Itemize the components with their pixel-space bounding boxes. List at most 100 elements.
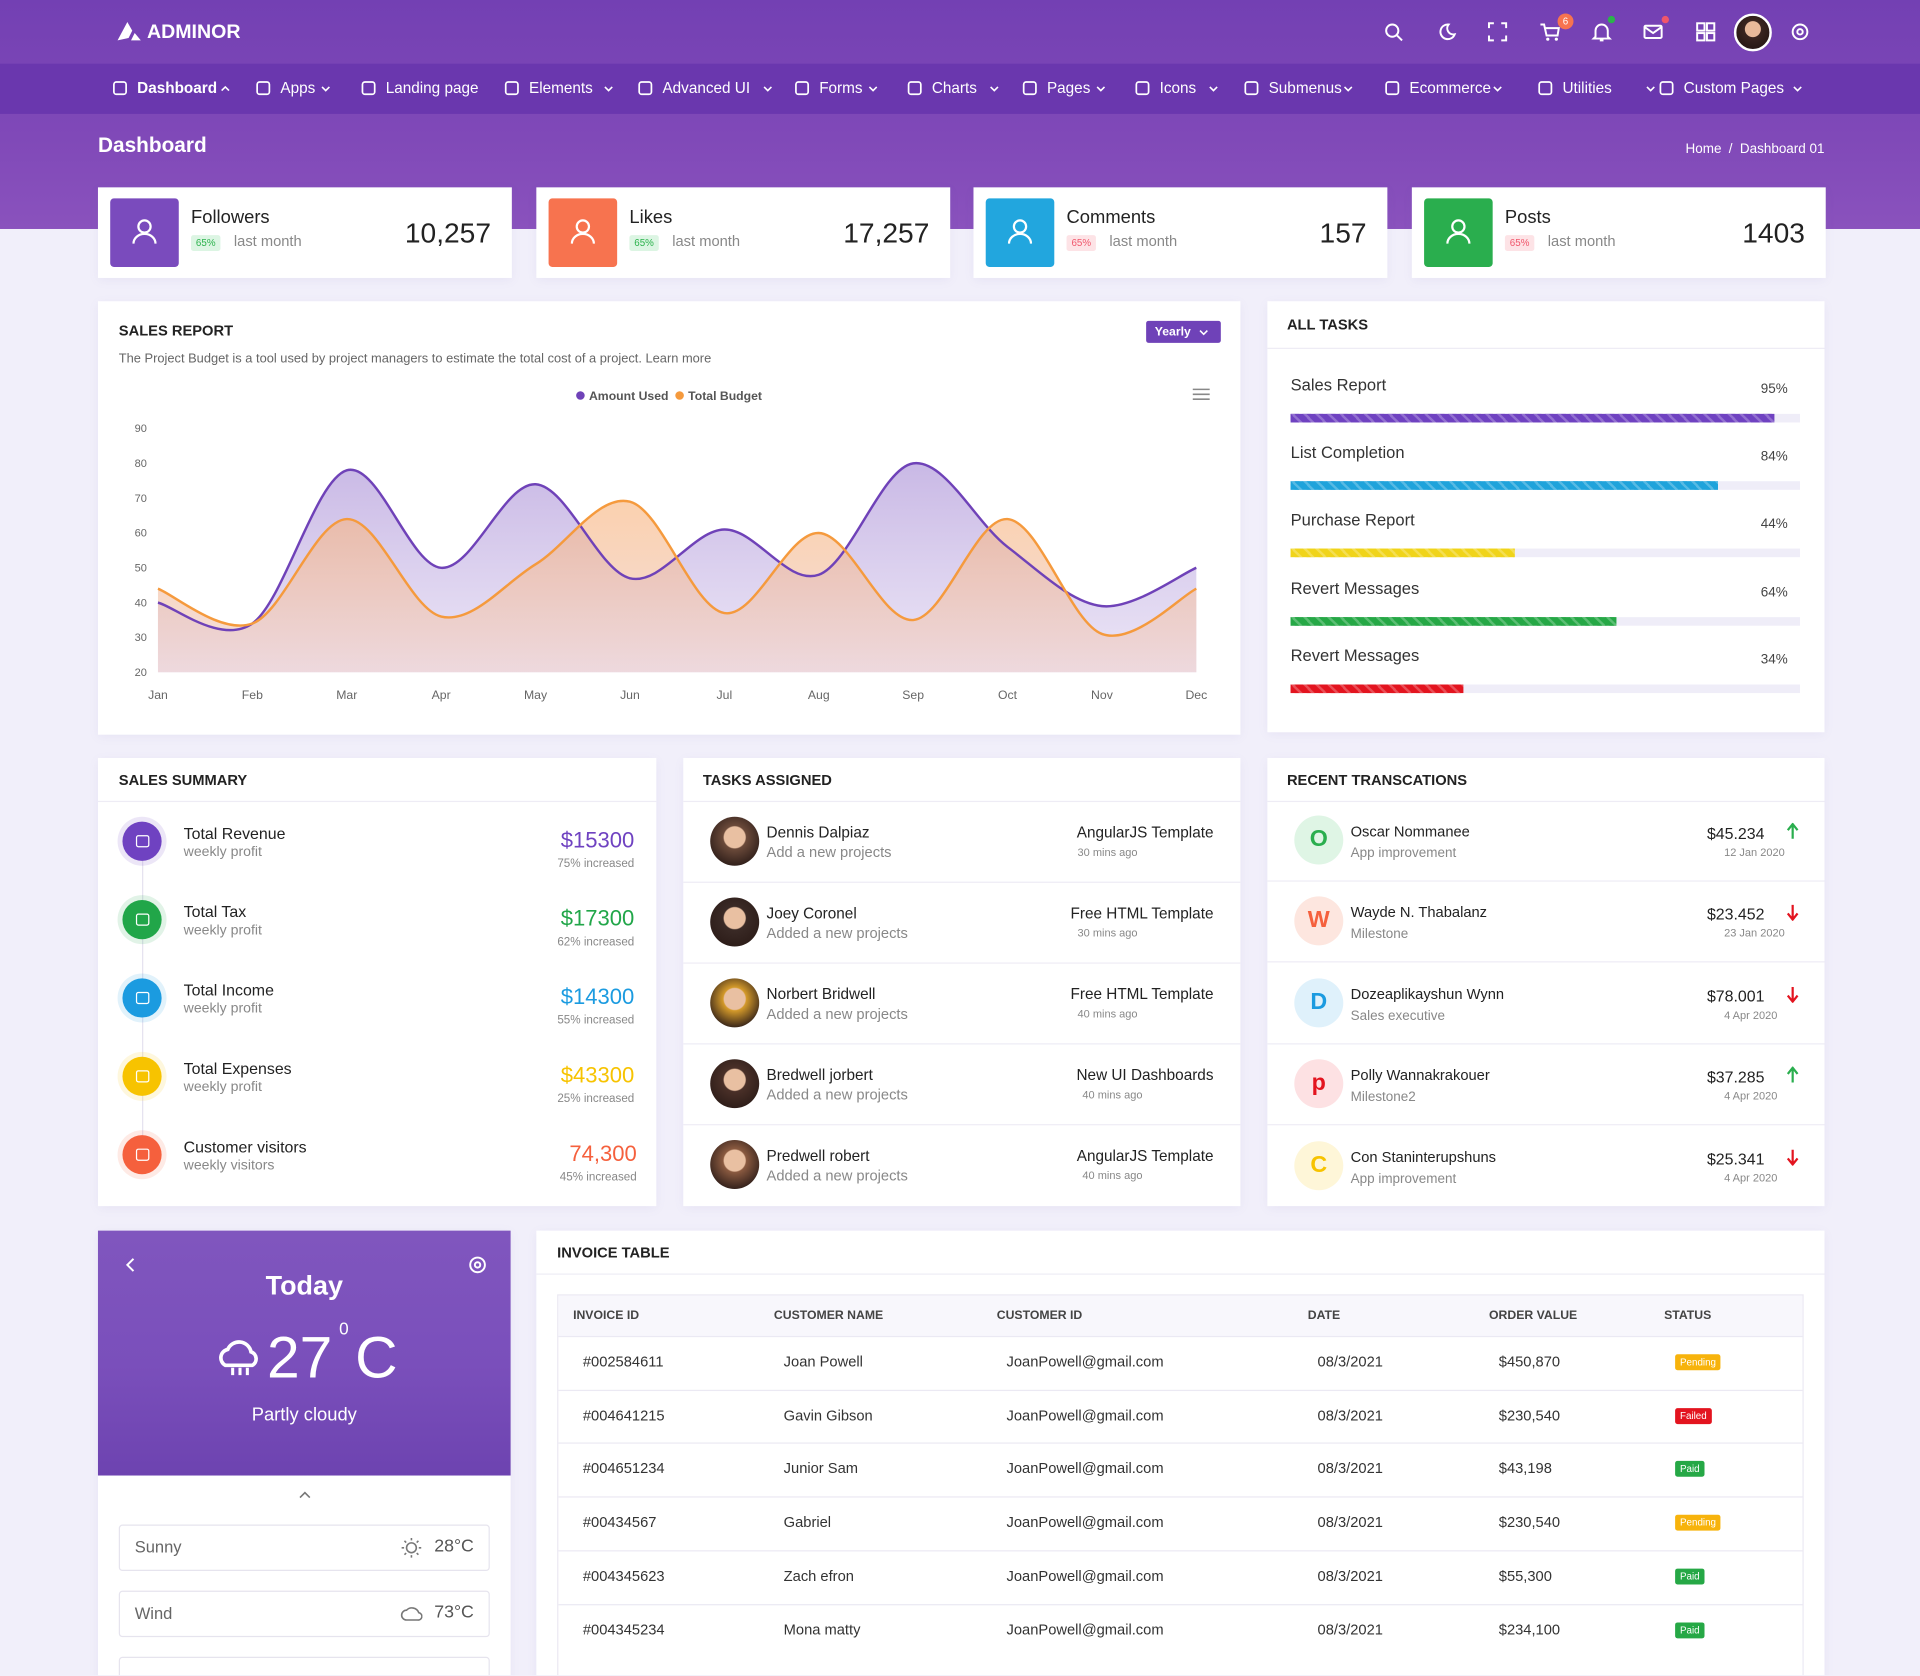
- row-divider: [683, 1043, 1241, 1045]
- assignee-name: Norbert Bridwell: [766, 985, 876, 1003]
- nav-item[interactable]: Advanced UI: [662, 79, 751, 97]
- transaction-sub: Sales executive: [1350, 1008, 1445, 1024]
- summary-name: Total Expenses: [183, 1059, 292, 1078]
- breadcrumb-item[interactable]: Home: [1685, 142, 1722, 157]
- stat-period: last month: [672, 232, 741, 250]
- stat-badge: 65%: [1504, 235, 1535, 252]
- summary-sub: weekly profit: [183, 923, 262, 938]
- nav-chevron: [604, 86, 613, 92]
- table-cell: $230,540: [1498, 1406, 1561, 1424]
- table-cell: 08/3/2021: [1317, 1513, 1383, 1531]
- y-tick-label: 30: [135, 632, 147, 644]
- button-chevron: [1199, 330, 1208, 336]
- stat-card: Followers 65% last month 10,257: [97, 187, 512, 278]
- nav-item[interactable]: Pages: [1046, 79, 1091, 97]
- nav-item[interactable]: Custom Pages: [1683, 79, 1785, 97]
- nav-icon: [1244, 81, 1259, 96]
- nav-chevron: [321, 86, 330, 92]
- mail-dot: [1661, 15, 1669, 24]
- x-tick-label: Apr: [432, 688, 451, 702]
- table-cell: Gabriel: [783, 1513, 832, 1531]
- column-header: CUSTOMER NAME: [773, 1308, 884, 1323]
- nav-item[interactable]: Forms: [819, 79, 863, 97]
- table-cell: JoanPowell@gmail.com: [1006, 1406, 1164, 1424]
- task-name: Revert Messages: [1290, 646, 1420, 665]
- summary-icon: [122, 978, 162, 1018]
- card-title: RECENT TRANSCATIONS: [1286, 771, 1468, 789]
- status-badge: Pending: [1675, 1354, 1721, 1371]
- user-avatar: [710, 897, 760, 947]
- card-divider: [1267, 800, 1825, 803]
- trend-arrow: [1786, 905, 1799, 922]
- transactions-card: RECENT TRANSCATIONS O Oscar Nommanee App im…: [1267, 757, 1825, 1207]
- nav-item[interactable]: Elements: [528, 79, 593, 97]
- transaction-amount: $23.452: [1706, 905, 1765, 924]
- summary-sub: weekly profit: [183, 844, 262, 860]
- assignee-sub: Added a new projects: [766, 1166, 908, 1185]
- nav-item[interactable]: Apps: [280, 79, 316, 97]
- assignee-name: Dennis Dalpiaz: [766, 824, 870, 842]
- user-avatar[interactable]: [1733, 13, 1772, 52]
- column-header: INVOICE ID: [573, 1308, 640, 1323]
- nav-icon: [1022, 81, 1037, 96]
- nav-item[interactable]: Submenus: [1268, 79, 1342, 97]
- weather-collapse: [299, 1491, 311, 1499]
- nav-item[interactable]: Icons: [1159, 79, 1197, 97]
- table-cell: 08/3/2021: [1317, 1353, 1383, 1371]
- summary-icon: [122, 821, 162, 861]
- table-cell: #004345234: [582, 1620, 665, 1638]
- row-divider: [558, 1549, 1803, 1552]
- table-cell: 08/3/2021: [1317, 1620, 1383, 1638]
- row-divider: [1267, 880, 1825, 882]
- transaction-amount: $37.285: [1706, 1067, 1765, 1087]
- nav-item[interactable]: Utilities: [1562, 79, 1612, 97]
- transaction-name: Dozeaplikayshun Wynn: [1350, 985, 1505, 1003]
- stat-icon-glyph: [1446, 219, 1471, 244]
- invoice-card: INVOICE TABLE INVOICE ID CUSTOMER NAME CUST…: [536, 1230, 1825, 1676]
- weather-degree: 0: [339, 1318, 349, 1339]
- nav-icon: [907, 81, 922, 96]
- y-tick-label: 80: [135, 458, 147, 470]
- weather-row-value: 73°C: [434, 1602, 474, 1623]
- summary-icon-glyph: [135, 913, 150, 926]
- x-tick-label: Sep: [902, 688, 924, 702]
- nav-item[interactable]: Landing page: [385, 79, 479, 97]
- table-cell: JoanPowell@gmail.com: [1006, 1353, 1164, 1371]
- summary-icon: [122, 1135, 162, 1175]
- column-header: CUSTOMER ID: [996, 1308, 1083, 1323]
- x-tick-label: Mar: [336, 688, 357, 702]
- nav-icon: [1659, 81, 1674, 96]
- period-button[interactable]: Yearly: [1146, 320, 1221, 343]
- x-tick-label: Dec: [1185, 688, 1207, 702]
- weather-settings: [469, 1256, 486, 1274]
- progress-track: [1290, 684, 1801, 693]
- summary-icon: [122, 900, 162, 940]
- progress-bar: [1290, 481, 1719, 491]
- task-percent: 95%: [1760, 382, 1788, 397]
- summary-sub: weekly profit: [183, 1001, 262, 1017]
- page-title: Dashboard: [97, 133, 207, 157]
- nav-item[interactable]: Charts: [931, 79, 977, 97]
- x-tick-label: May: [524, 688, 548, 702]
- stat-title: Posts: [1504, 206, 1551, 228]
- transaction-sub: Milestone: [1350, 927, 1409, 943]
- assigned-time: 40 mins ago: [1077, 1007, 1138, 1021]
- stat-period: last month: [233, 232, 302, 250]
- summary-value: $43300: [560, 1062, 635, 1088]
- legend-marker: [576, 391, 585, 400]
- weather-row: [118, 1524, 490, 1572]
- chart-menu: [1192, 388, 1210, 400]
- assigned-task: Free HTML Template: [1070, 904, 1214, 923]
- stat-icon-glyph: [570, 219, 595, 244]
- transaction-date: 4 Apr 2020: [1724, 1008, 1778, 1021]
- table-cell: $230,540: [1498, 1513, 1561, 1531]
- weather-hero: [97, 1230, 511, 1476]
- task-percent: 34%: [1760, 652, 1788, 668]
- nav-item[interactable]: Ecommerce: [1409, 79, 1492, 97]
- header-icon: [1791, 23, 1809, 41]
- cart-badge: 6: [1557, 13, 1574, 30]
- nav-item[interactable]: Dashboard: [137, 79, 218, 97]
- x-tick-label: Jan: [148, 688, 168, 702]
- table-cell: $234,100: [1498, 1620, 1561, 1638]
- card-divider: [1267, 347, 1825, 349]
